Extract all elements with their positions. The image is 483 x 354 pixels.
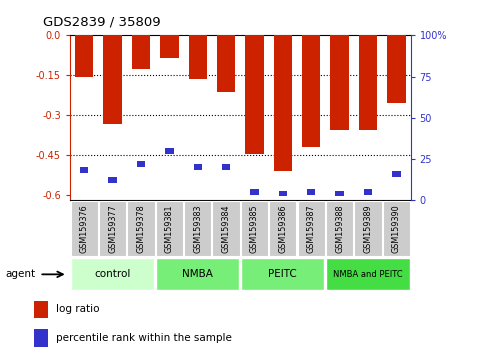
Bar — [71, 258, 154, 290]
Text: GSM159376: GSM159376 — [80, 204, 89, 253]
Text: NMBA: NMBA — [182, 269, 213, 279]
Bar — [165, 148, 173, 154]
Bar — [99, 201, 126, 256]
Bar — [34, 301, 48, 318]
Bar — [128, 201, 155, 256]
Text: GDS2839 / 35809: GDS2839 / 35809 — [43, 16, 161, 29]
Bar — [213, 201, 240, 256]
Text: log ratio: log ratio — [56, 304, 99, 314]
Bar — [241, 201, 268, 256]
Bar — [75, 35, 93, 76]
Text: GSM159378: GSM159378 — [137, 204, 145, 253]
Bar — [250, 189, 258, 195]
Bar — [274, 35, 292, 171]
Bar — [355, 201, 382, 256]
Bar — [184, 201, 212, 256]
Bar — [269, 201, 297, 256]
Bar — [364, 189, 372, 195]
Bar — [160, 35, 179, 58]
Bar — [302, 35, 320, 147]
Text: control: control — [94, 269, 131, 279]
Bar — [383, 201, 410, 256]
Bar — [387, 35, 406, 103]
Text: agent: agent — [6, 269, 36, 279]
Bar — [188, 35, 207, 79]
Bar — [330, 35, 349, 130]
Text: percentile rank within the sample: percentile rank within the sample — [56, 333, 231, 343]
Text: NMBA and PEITC: NMBA and PEITC — [333, 270, 403, 279]
Text: GSM159390: GSM159390 — [392, 204, 401, 253]
Text: PEITC: PEITC — [269, 269, 297, 279]
Text: GSM159381: GSM159381 — [165, 204, 174, 253]
Text: GSM159386: GSM159386 — [278, 204, 287, 253]
Text: GSM159389: GSM159389 — [364, 204, 372, 253]
Bar — [279, 190, 287, 196]
Bar — [307, 189, 315, 195]
Text: GSM159377: GSM159377 — [108, 204, 117, 253]
Bar — [336, 190, 344, 196]
Bar — [217, 35, 235, 92]
Text: GSM159385: GSM159385 — [250, 204, 259, 253]
Bar — [298, 201, 325, 256]
Bar — [137, 161, 145, 167]
Text: GSM159388: GSM159388 — [335, 204, 344, 253]
Bar — [222, 164, 230, 170]
Bar — [103, 35, 122, 124]
Bar — [34, 329, 48, 347]
Text: GSM159387: GSM159387 — [307, 204, 316, 253]
Text: GSM159384: GSM159384 — [222, 204, 230, 253]
Bar — [109, 177, 117, 183]
Bar — [359, 35, 377, 130]
Bar — [71, 201, 98, 256]
Bar — [392, 171, 400, 177]
Bar — [156, 258, 239, 290]
Bar — [326, 201, 353, 256]
Bar — [245, 35, 264, 154]
Bar — [242, 258, 325, 290]
Bar — [327, 258, 410, 290]
Bar — [156, 201, 183, 256]
Text: GSM159383: GSM159383 — [193, 204, 202, 253]
Bar — [132, 35, 150, 69]
Bar — [80, 167, 88, 173]
Bar — [194, 164, 202, 170]
